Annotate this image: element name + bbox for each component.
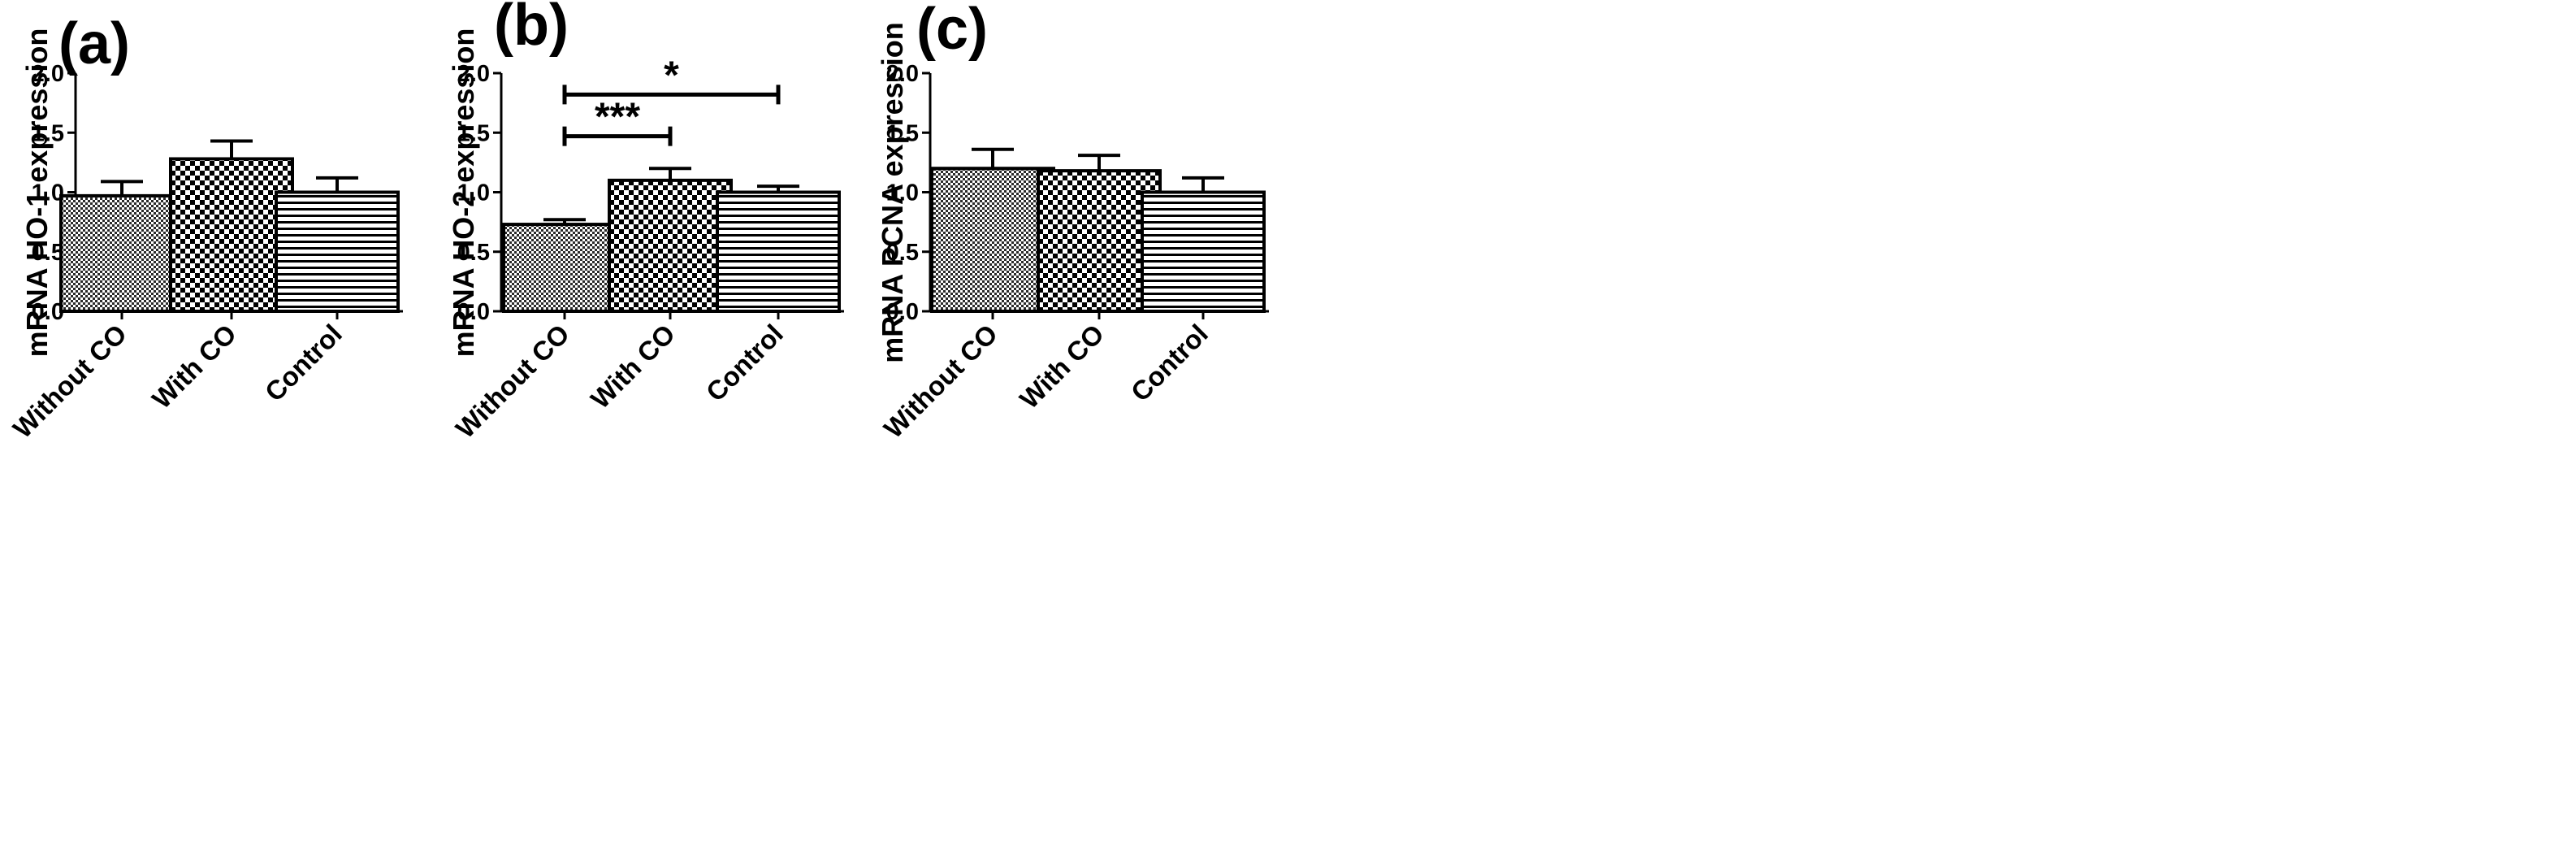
- y-tick-label: 0.5: [886, 240, 919, 266]
- y-axis-label: mRNA HO-1 expression: [20, 28, 54, 358]
- y-tick-label: 0.5: [457, 240, 490, 266]
- y-tick-label: 0.0: [886, 299, 919, 325]
- y-tick-label: 1.0: [886, 180, 919, 206]
- panel-label: (a): [58, 11, 130, 76]
- bar-control: [1141, 190, 1266, 313]
- significance-label: ***: [595, 96, 640, 139]
- y-tick-label: 0.0: [457, 299, 490, 325]
- y-tick-label: 1.0: [32, 180, 64, 206]
- bar-control: [275, 190, 400, 313]
- panel-c: (c) mRNA PCNA expression 0.0 0.5 1.0 1.5 2.0…: [876, 0, 1269, 444]
- x-category-label: Control: [1125, 319, 1214, 407]
- panel-label: (c): [916, 0, 988, 62]
- bar-without-co: [59, 193, 184, 313]
- panel-a: (a) mRNA HO-1 expression 0.0 0.5 1.0 1.5 2.0…: [7, 11, 403, 444]
- y-axis-label: mRNA PCNA expression: [876, 22, 909, 362]
- x-category-label: With CO: [1014, 319, 1110, 414]
- x-category-label: Control: [259, 319, 348, 407]
- y-tick-label: 1.5: [32, 120, 64, 146]
- y-tick-label: 1.0: [457, 180, 490, 206]
- bar-with-co: [608, 178, 733, 313]
- bar-with-co: [169, 157, 294, 313]
- x-category-label: With CO: [585, 319, 681, 414]
- y-tick-label: 1.5: [457, 120, 490, 146]
- panel-b: (b) mRNA HO-2 expression 0.0 0.5 1.0 1.5 2.0…: [447, 0, 844, 444]
- y-tick-label: 2.0: [886, 61, 919, 87]
- y-axis-label: mRNA HO-2 expression: [447, 28, 480, 358]
- y-tick-label: 2.0: [32, 61, 64, 87]
- y-tick-label: 1.5: [886, 120, 919, 146]
- y-tick-label: 0.0: [32, 299, 64, 325]
- panel-label: (b): [494, 0, 569, 58]
- x-category-label: With CO: [146, 319, 242, 414]
- bar-with-co: [1037, 169, 1162, 313]
- significance-label: *: [664, 54, 679, 97]
- y-tick-label: 0.5: [32, 240, 64, 266]
- bar-without-co: [502, 223, 627, 313]
- bar-without-co: [930, 167, 1055, 313]
- y-tick-label: 2.0: [457, 61, 490, 87]
- x-category-label: Control: [700, 319, 789, 407]
- bar-control: [716, 190, 841, 313]
